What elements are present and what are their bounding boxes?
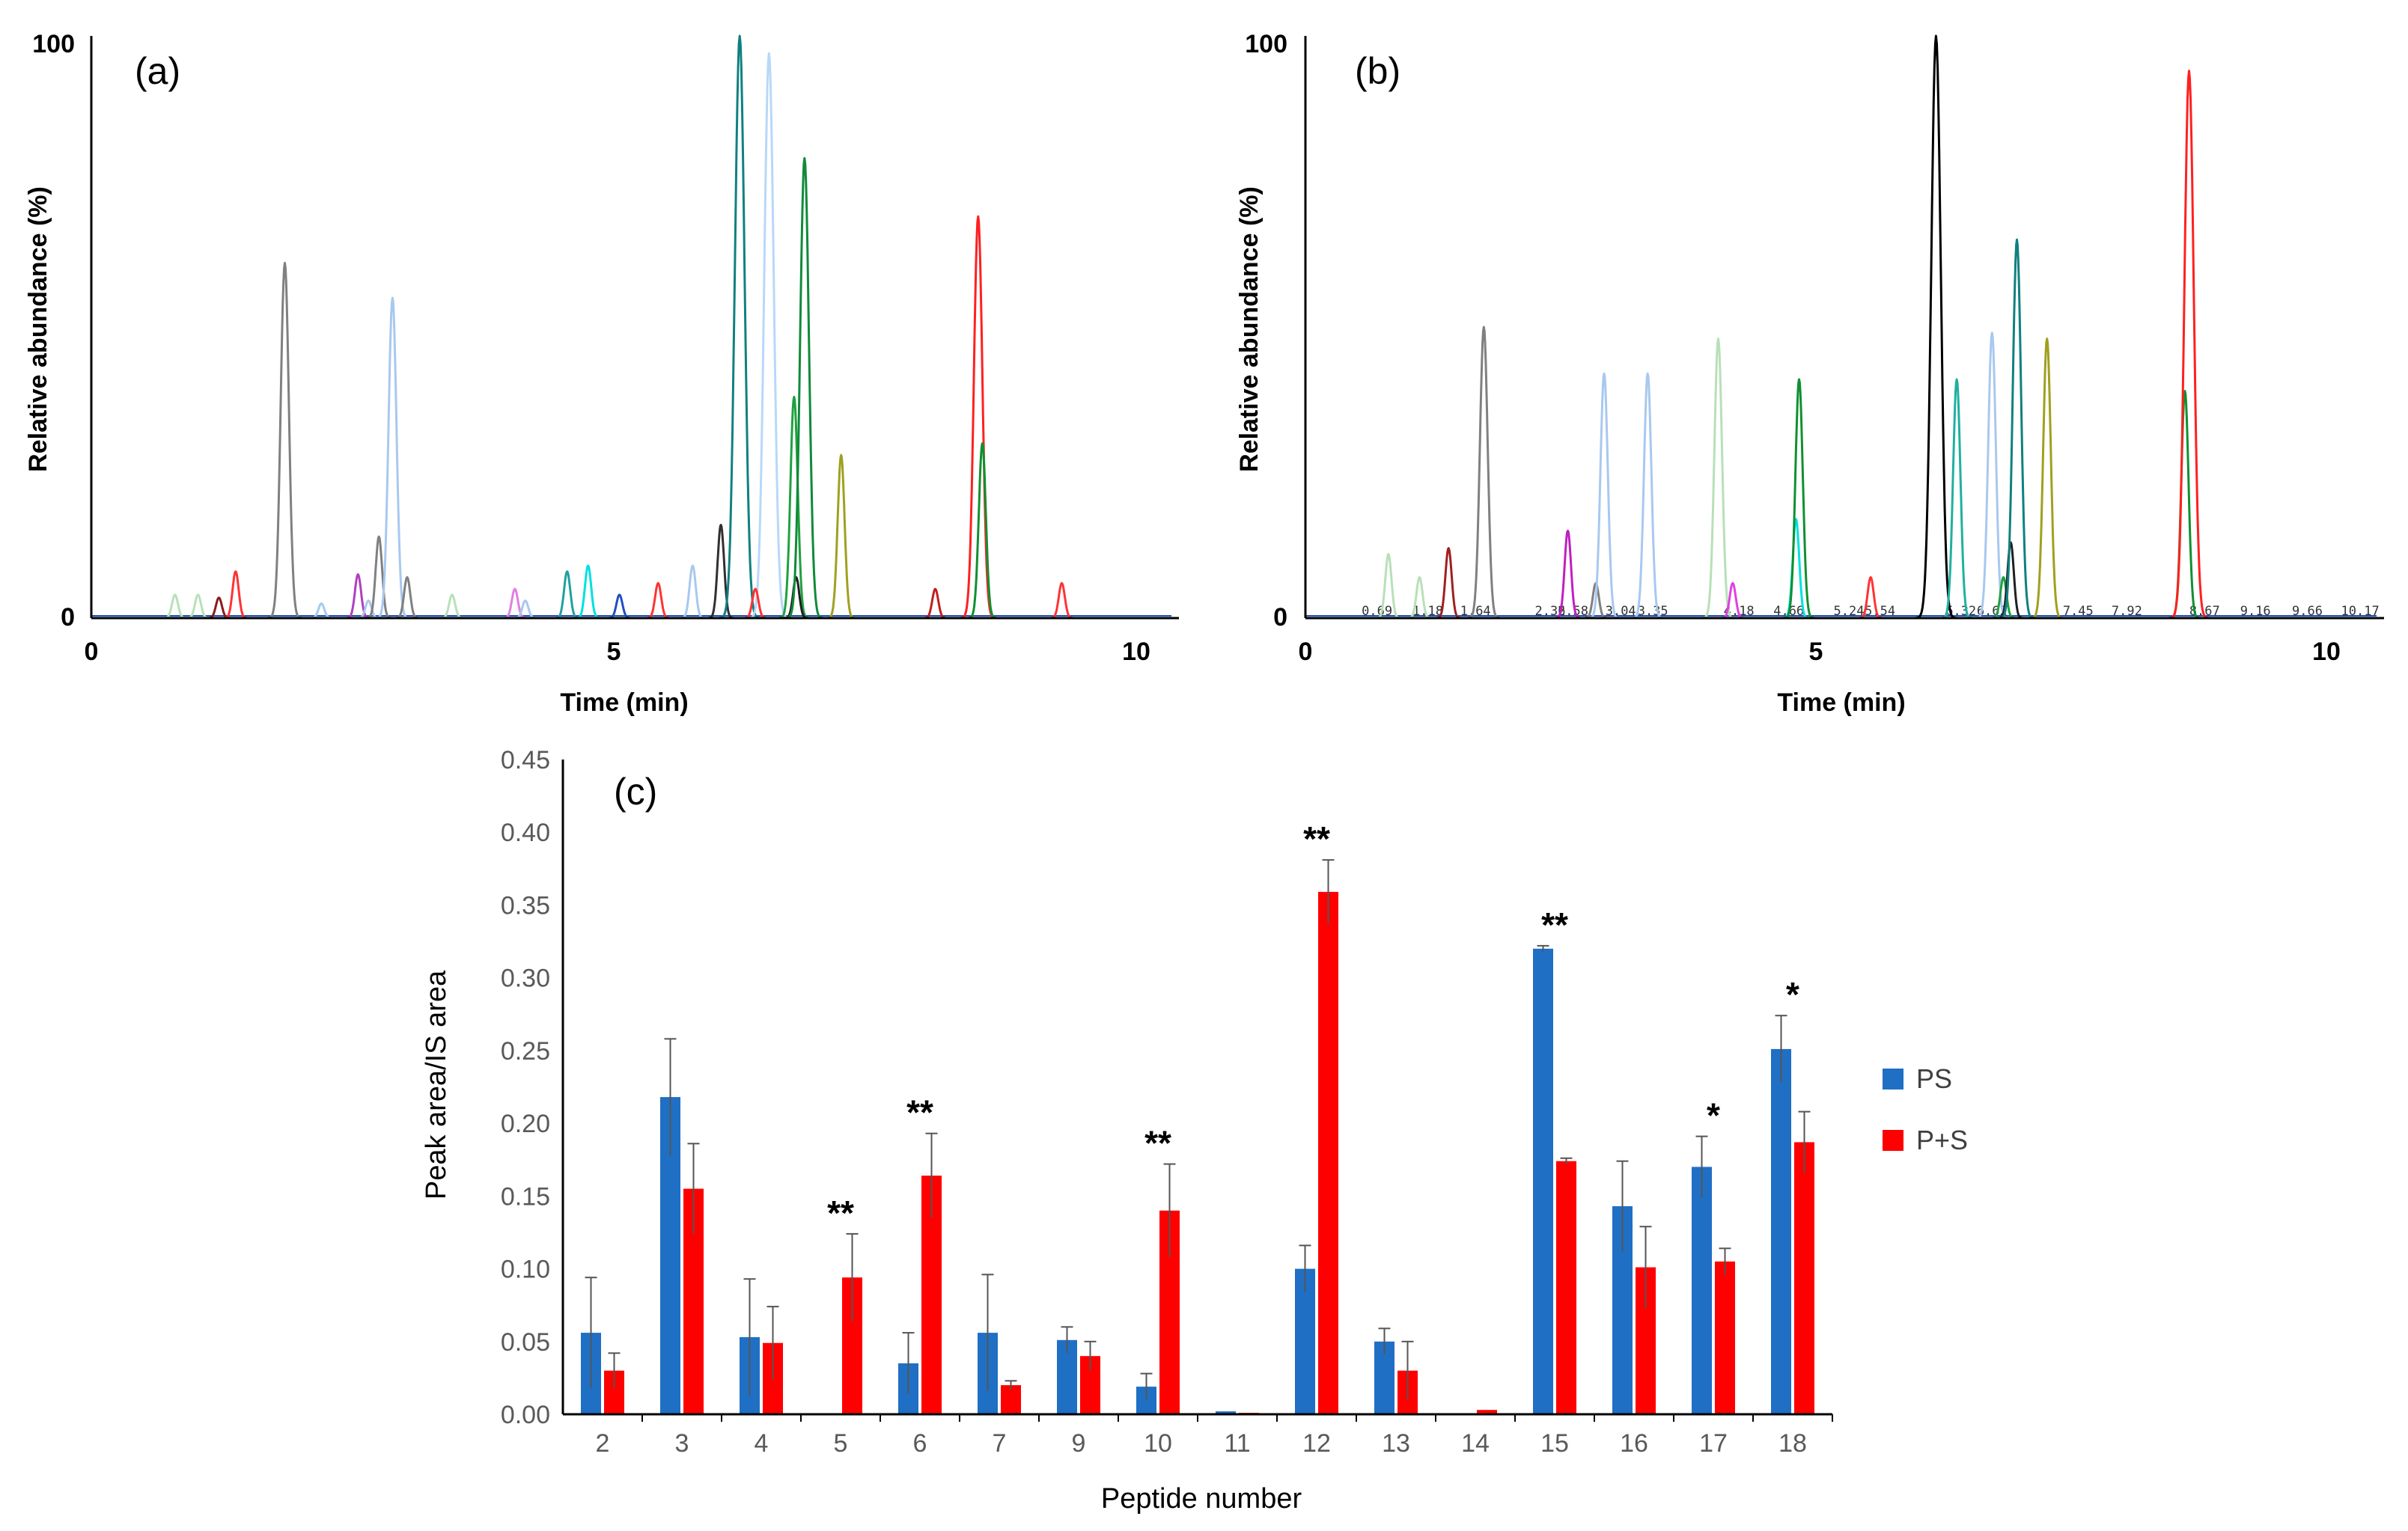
panel-c-xtick-label: 4 bbox=[755, 1429, 769, 1458]
panel-a-peak bbox=[715, 34, 764, 620]
panel-c-x-axis-title: Peptide number bbox=[1101, 1483, 1302, 1515]
panel-a-y-axis-title: Relative abundance (%) bbox=[24, 186, 52, 472]
panel-c-xtick-label: 14 bbox=[1461, 1429, 1490, 1458]
panel-c-xtick-label: 3 bbox=[675, 1429, 689, 1458]
panel-c-xtick-label: 9 bbox=[1072, 1429, 1086, 1458]
significance-marker-15: ** bbox=[1541, 905, 1568, 944]
significance-marker-17: * bbox=[1707, 1096, 1720, 1135]
panel-c-significance-markers: ************ bbox=[827, 819, 1799, 1232]
panel-c-xtick-label: 15 bbox=[1540, 1429, 1569, 1458]
panel-c-xtick-label: 5 bbox=[834, 1429, 848, 1458]
significance-marker-6: ** bbox=[906, 1093, 933, 1132]
panel-a-x-axis-title: Time (min) bbox=[560, 688, 688, 717]
panel-b-xtick-10: 10 bbox=[2312, 638, 2341, 666]
panel-c-ytick-label: 0.25 bbox=[501, 1037, 550, 1066]
chromatogram-panel-a: (a) 100 0 0 5 10 Time (min) Relative abu… bbox=[24, 30, 1179, 717]
panel-a-peak bbox=[745, 52, 793, 620]
panel-a-xtick-5: 5 bbox=[607, 638, 621, 666]
panel-b-label: (b) bbox=[1355, 50, 1400, 92]
panel-b-xtick-0: 0 bbox=[1299, 638, 1313, 666]
legend-label-ps: PS bbox=[1916, 1063, 1952, 1094]
panel-c-y-ticks: 0.00 0.05 0.10 0.15 0.20 0.25 0.30 0.35 0.40 0.45 bbox=[501, 746, 550, 1429]
panel-b-y-axis-title: Relative abundance (%) bbox=[1235, 186, 1264, 472]
bar-ps-15 bbox=[1533, 948, 1553, 1414]
panel-a-label: (a) bbox=[135, 50, 180, 92]
panel-c-xtick-label: 17 bbox=[1699, 1429, 1728, 1458]
panel-a-peak bbox=[263, 261, 306, 620]
panel-c-ytick-label: 0.15 bbox=[501, 1182, 550, 1211]
panel-c-xtick-label: 11 bbox=[1224, 1429, 1250, 1458]
panel-c-bars bbox=[581, 859, 1814, 1414]
panel-b-peak bbox=[1996, 238, 2038, 620]
panel-c-ytick-label: 0.40 bbox=[501, 819, 550, 847]
significance-marker-10: ** bbox=[1144, 1124, 1171, 1163]
bar-ps-12 bbox=[1295, 1268, 1315, 1414]
panel-c-ytick-label: 0.10 bbox=[501, 1256, 550, 1284]
panel-c-x-ticks: 2 3 4 5 6 7 9 10 11 12 13 14 15 16 17 18 bbox=[596, 1414, 1833, 1458]
bar-ps-11 bbox=[1216, 1411, 1236, 1414]
panel-c-ytick-label: 0.05 bbox=[501, 1328, 550, 1357]
panel-c-xtick-label: 13 bbox=[1382, 1429, 1410, 1458]
significance-marker-5: ** bbox=[827, 1194, 854, 1232]
panel-b-xtick-5: 5 bbox=[1809, 638, 1823, 666]
bar-ps-17 bbox=[1692, 1167, 1712, 1414]
chromatogram-panel-b: (b) 100 0 0 5 10 Time (min) Relative abu… bbox=[1235, 30, 2384, 717]
panel-c-legend: PS P+S bbox=[1883, 1063, 1968, 1155]
panel-c-xtick-label: 6 bbox=[913, 1429, 927, 1458]
panel-b-x-axis-title: Time (min) bbox=[1777, 688, 1905, 717]
bar-ps-18 bbox=[1771, 1048, 1791, 1414]
panel-c-ytick-label: 0.45 bbox=[501, 746, 550, 774]
panel-c-label: (c) bbox=[614, 771, 657, 813]
panel-b-ytick-0: 0 bbox=[1273, 603, 1287, 632]
panel-b-ytick-100: 100 bbox=[1245, 30, 1287, 58]
panel-c-xtick-label: 7 bbox=[993, 1429, 1007, 1458]
panel-a-xtick-0: 0 bbox=[85, 638, 99, 666]
legend-label-p-plus-s: P+S bbox=[1916, 1125, 1968, 1155]
panel-a-ytick-100: 100 bbox=[32, 30, 75, 58]
panel-c-xtick-label: 12 bbox=[1302, 1429, 1331, 1458]
bar-p-plus-s-15 bbox=[1556, 1161, 1576, 1414]
panel-a-ytick-0: 0 bbox=[61, 603, 75, 632]
panel-c-ytick-label: 0.20 bbox=[501, 1110, 550, 1138]
legend-swatch-ps bbox=[1883, 1069, 1903, 1090]
panel-b-peak bbox=[1912, 34, 1960, 620]
bar-p-plus-s-7 bbox=[1001, 1385, 1021, 1414]
bar-p-plus-s-12 bbox=[1318, 891, 1338, 1414]
legend-swatch-p-plus-s bbox=[1883, 1130, 1903, 1151]
panel-a-peak bbox=[781, 156, 827, 620]
panel-c-ytick-label: 0.35 bbox=[501, 891, 550, 920]
panel-a-peak bbox=[372, 296, 413, 620]
significance-marker-12: ** bbox=[1303, 819, 1330, 858]
panel-c-ytick-label: 0.00 bbox=[501, 1401, 550, 1429]
panel-a-xtick-10: 10 bbox=[1122, 638, 1150, 666]
bar-p-plus-s-17 bbox=[1715, 1261, 1735, 1414]
bar-chart-panel-c: (c) 0.00 0.05 0.10 0.15 0.20 0.25 0.30 0.35 0.40… bbox=[421, 746, 1968, 1515]
panel-b-peak bbox=[2165, 70, 2213, 620]
panel-c-xtick-label: 10 bbox=[1144, 1429, 1172, 1458]
panel-c-y-axis-title: Peak area/IS area bbox=[421, 970, 452, 1200]
significance-marker-18: * bbox=[1786, 975, 1799, 1014]
bar-p-plus-s-14 bbox=[1477, 1410, 1497, 1414]
panel-c-xtick-label: 2 bbox=[596, 1429, 610, 1458]
panel-c-ytick-label: 0.30 bbox=[501, 965, 550, 993]
panel-c-xtick-label: 18 bbox=[1778, 1429, 1807, 1458]
bar-p-plus-s-18 bbox=[1794, 1142, 1814, 1414]
panel-c-xtick-label: 16 bbox=[1620, 1429, 1648, 1458]
